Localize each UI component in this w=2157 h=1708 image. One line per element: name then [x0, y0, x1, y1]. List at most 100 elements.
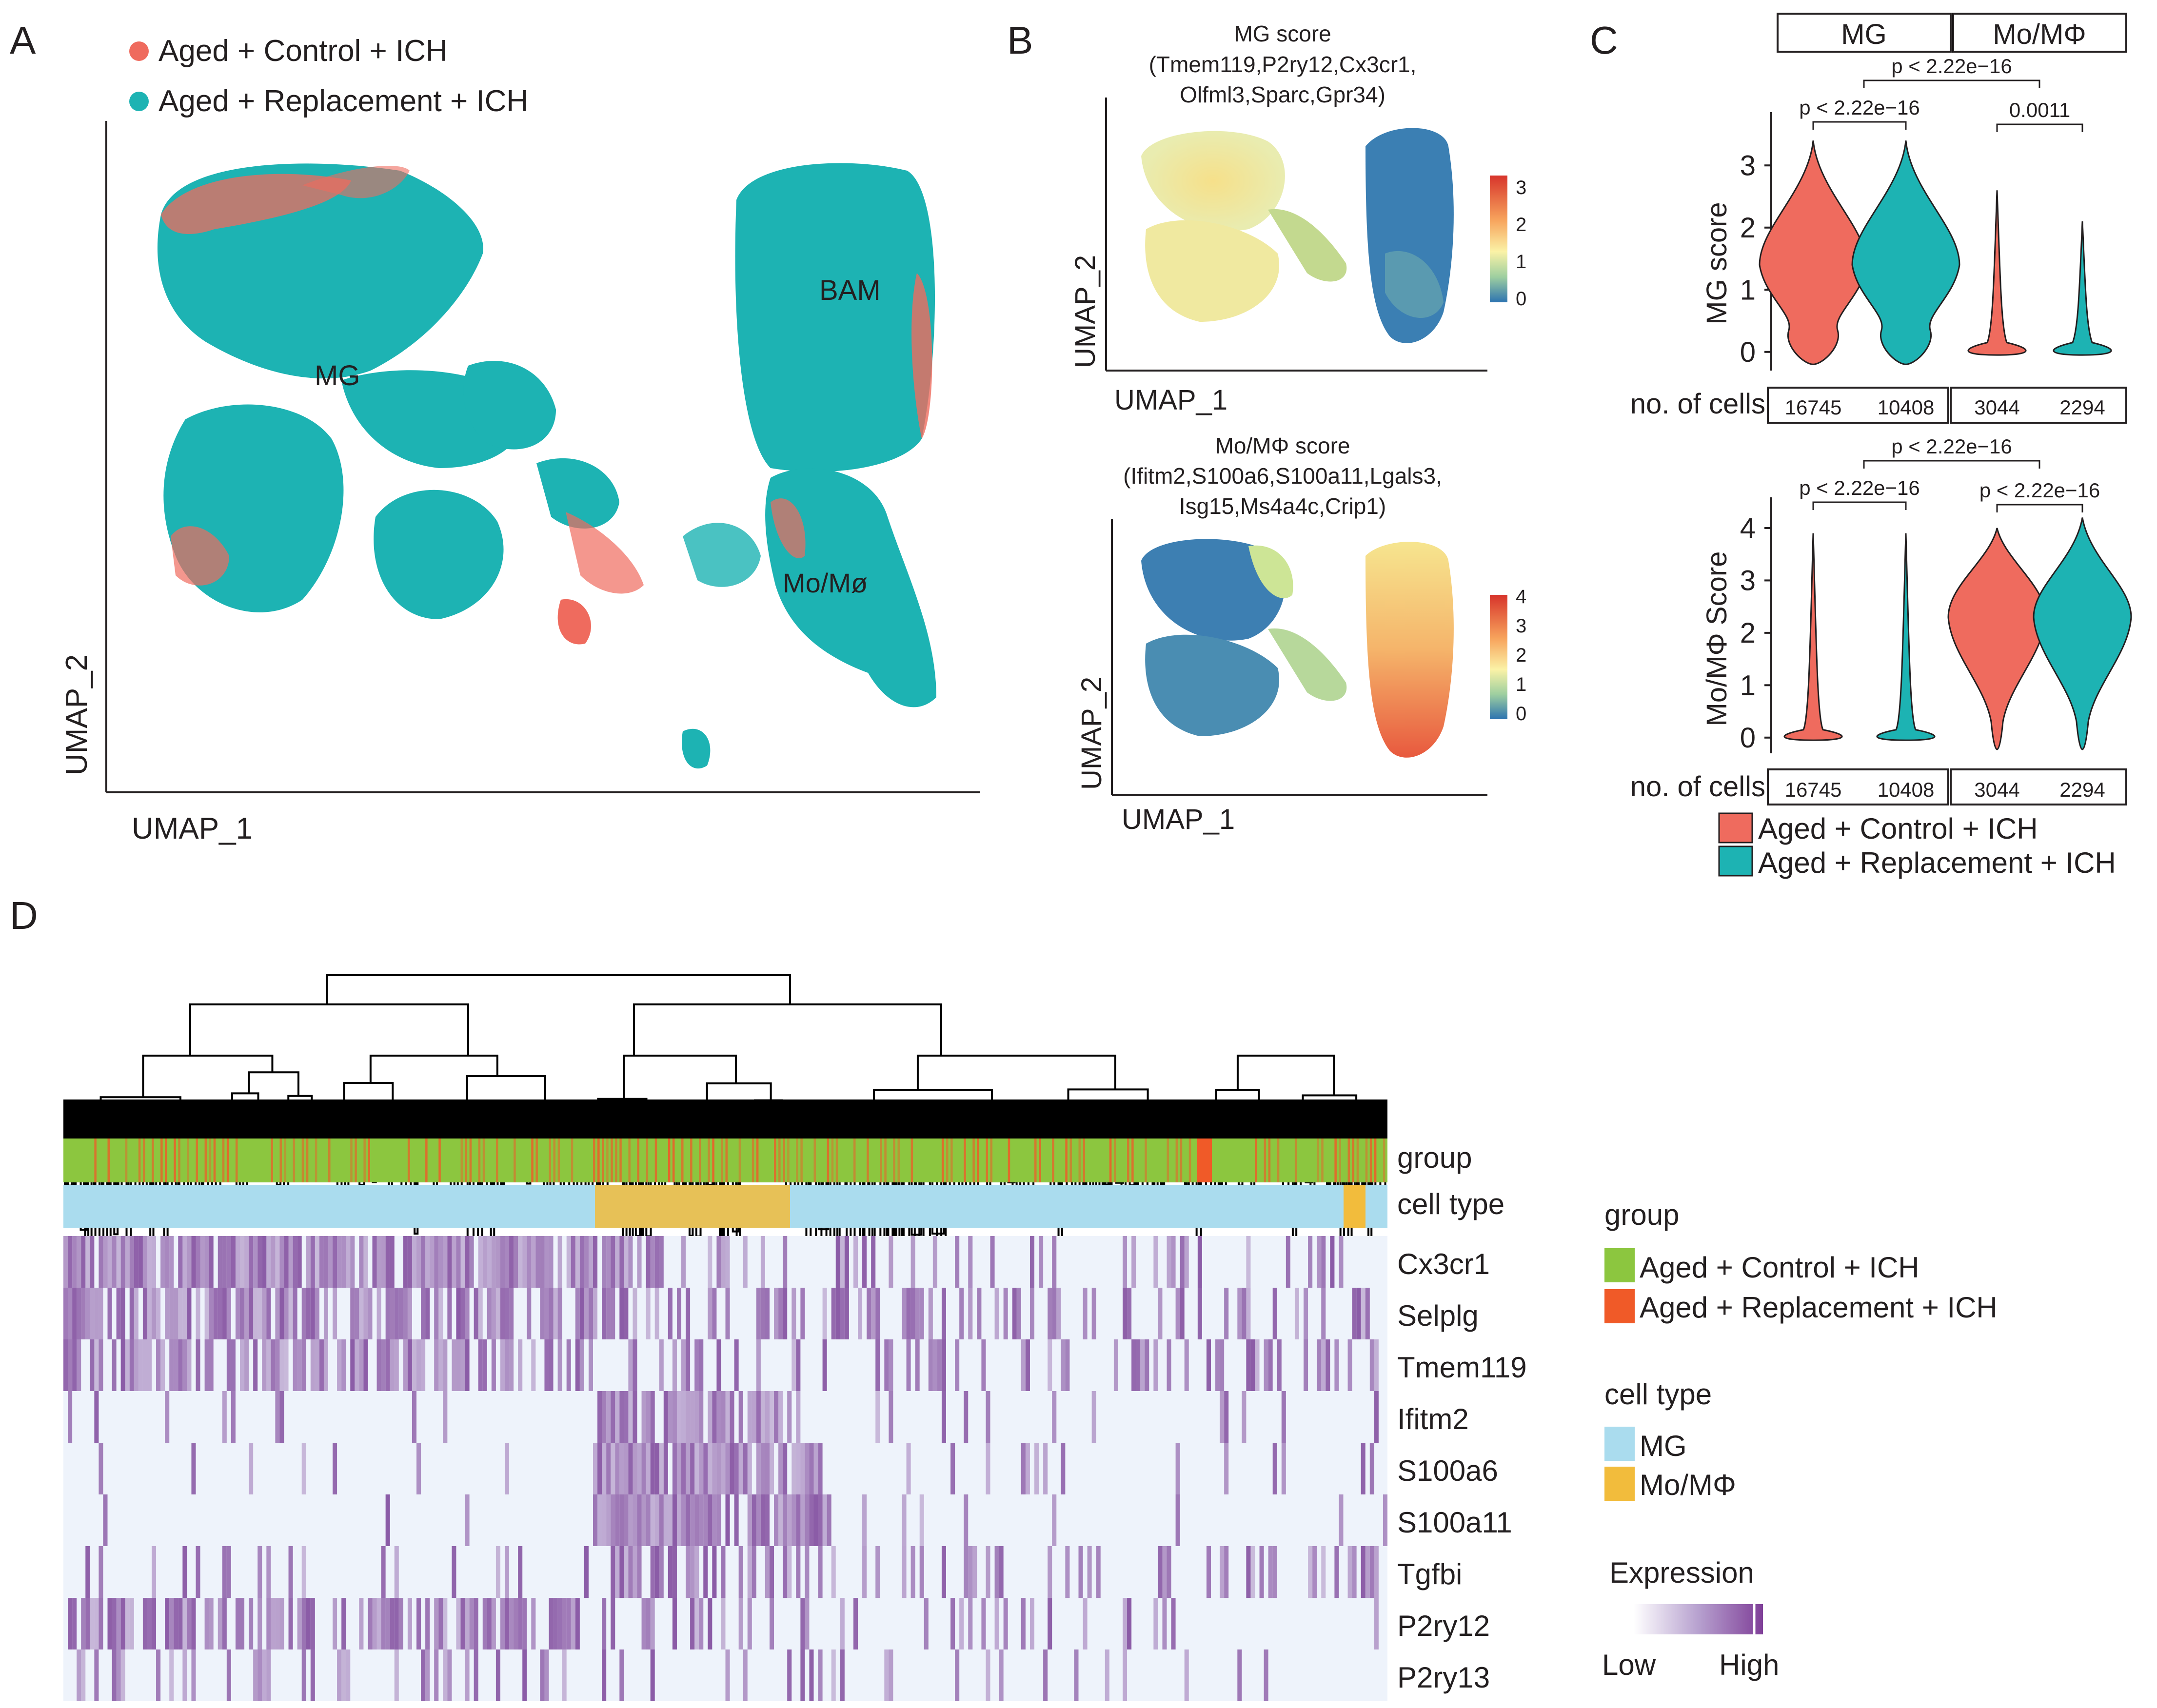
- d-heat-cell: [557, 1598, 562, 1649]
- d-heat-cell: [602, 1494, 607, 1546]
- d-heat-cell: [941, 1339, 946, 1391]
- d-heat-cell: [116, 1649, 121, 1701]
- d-heat-cell: [99, 1288, 103, 1339]
- d-heat-cell: [792, 1443, 796, 1494]
- d-heat-cell: [646, 1391, 651, 1443]
- d-heat-cell: [412, 1391, 416, 1443]
- d-heat-cell: [94, 1598, 99, 1649]
- d-heat-cell: [1321, 1546, 1326, 1598]
- d-group-cell: [557, 1139, 560, 1182]
- b-top-title-2: (Tmem119,P2ry12,Cx3cr1,: [1149, 52, 1417, 77]
- d-heat-cell: [514, 1598, 518, 1649]
- d-heat-cell: [368, 1598, 373, 1649]
- d-heat-cell: [699, 1391, 704, 1443]
- d-heat-cell: [1043, 1443, 1048, 1494]
- d-heat-cell: [226, 1288, 231, 1339]
- d-group-cell: [514, 1139, 516, 1182]
- d-legend-celltype-title: cell type: [1604, 1378, 1712, 1411]
- d-heat-cell: [1374, 1339, 1379, 1391]
- d-heat-cell: [858, 1288, 863, 1339]
- d-heat-cell: [522, 1598, 527, 1649]
- d-heat-cell: [681, 1494, 686, 1546]
- d-heat-cell: [624, 1288, 629, 1339]
- d-heat-cell: [884, 1339, 889, 1391]
- d-heat-cell: [553, 1598, 558, 1649]
- d-heat-cell: [262, 1339, 267, 1391]
- d-heat-cell: [800, 1288, 805, 1339]
- d-heat-cell: [169, 1598, 174, 1649]
- d-heat-cell: [690, 1598, 695, 1649]
- d-heat-cell: [941, 1391, 946, 1443]
- d-heat-cell: [1339, 1236, 1344, 1288]
- d-group-cell: [619, 1139, 622, 1182]
- d-heat-cell: [244, 1288, 249, 1339]
- d-group-cell: [271, 1139, 273, 1182]
- umap-a-ylabel: UMAP_2: [60, 654, 94, 775]
- d-heat-cell: [1083, 1598, 1088, 1649]
- d-heat-cell: [721, 1391, 726, 1443]
- d-heat-cell: [540, 1288, 545, 1339]
- d-heat-cell: [566, 1236, 571, 1288]
- d-heat-cell: [301, 1649, 306, 1701]
- c-top-cells-label: no. of cells: [1630, 388, 1765, 420]
- d-heat-cell: [712, 1546, 717, 1598]
- d-heat-cell: [425, 1236, 430, 1288]
- d-heat-cell: [209, 1288, 214, 1339]
- d-heat-cell: [606, 1236, 611, 1288]
- d-heat-cell: [676, 1391, 681, 1443]
- d-heat-cell: [792, 1288, 796, 1339]
- d-group-cell: [1180, 1139, 1183, 1182]
- d-heat-cell: [333, 1598, 337, 1649]
- d-group-cell: [204, 1139, 207, 1182]
- d-dendro-branch: [189, 1003, 469, 1056]
- d-heat-cell: [452, 1339, 456, 1391]
- d-heat-cell: [191, 1598, 196, 1649]
- d-heat-cell: [1224, 1546, 1229, 1598]
- d-heat-cell: [928, 1288, 933, 1339]
- d-heat-cell: [495, 1288, 500, 1339]
- d-legend-group-key-orange: [1604, 1289, 1635, 1323]
- d-heat-cell: [770, 1443, 774, 1494]
- d-heat-cell: [68, 1288, 73, 1339]
- d-heat-cell: [889, 1649, 893, 1701]
- d-heat-cell: [633, 1443, 637, 1494]
- d-heat-cell: [654, 1236, 659, 1288]
- d-heat-cell: [765, 1288, 770, 1339]
- d-heat-cell: [738, 1443, 743, 1494]
- d-heat-cell: [774, 1288, 779, 1339]
- d-heat-cell: [1237, 1288, 1242, 1339]
- d-group-cell: [597, 1139, 600, 1182]
- d-group-cell: [363, 1139, 366, 1182]
- d-heat-cell: [659, 1443, 664, 1494]
- d-group-cell: [1034, 1139, 1037, 1182]
- b-bottom-cluster-1: [1141, 539, 1285, 641]
- d-heat-cell: [505, 1339, 510, 1391]
- c-violin-ytick-label: 1: [1740, 274, 1756, 306]
- d-heat-cell: [416, 1598, 421, 1649]
- d-heat-cell: [394, 1649, 399, 1701]
- d-legend-group-item-2: Aged + Replacement + ICH: [1640, 1291, 1998, 1324]
- d-heat-cell: [416, 1339, 421, 1391]
- b-top-cluster-mo: [1385, 251, 1444, 318]
- d-heat-cell: [619, 1494, 624, 1546]
- d-heat-cell: [284, 1288, 289, 1339]
- d-heat-cell: [902, 1288, 907, 1339]
- d-heat-cell: [447, 1649, 452, 1701]
- d-heat-cell: [875, 1391, 880, 1443]
- d-heat-cell: [708, 1288, 712, 1339]
- d-heat-cell: [544, 1339, 549, 1391]
- d-heat-cell: [390, 1339, 395, 1391]
- d-heat-cell: [244, 1236, 249, 1288]
- c-bottom-ylabel: Mo/MΦ Score: [1701, 551, 1733, 726]
- d-group-cell: [774, 1139, 776, 1182]
- d-heat-cell: [1016, 1288, 1021, 1339]
- d-group-cell: [187, 1139, 189, 1182]
- d-heat-cell: [1025, 1443, 1030, 1494]
- b-bottom-cbar-tick-4: 4: [1516, 586, 1526, 608]
- d-heat-cell: [844, 1236, 849, 1288]
- d-heat-cell: [602, 1649, 607, 1701]
- d-heat-cell: [593, 1236, 598, 1288]
- d-heat-cell: [257, 1649, 262, 1701]
- d-heat-cell: [85, 1598, 90, 1649]
- d-heat-cell: [456, 1598, 461, 1649]
